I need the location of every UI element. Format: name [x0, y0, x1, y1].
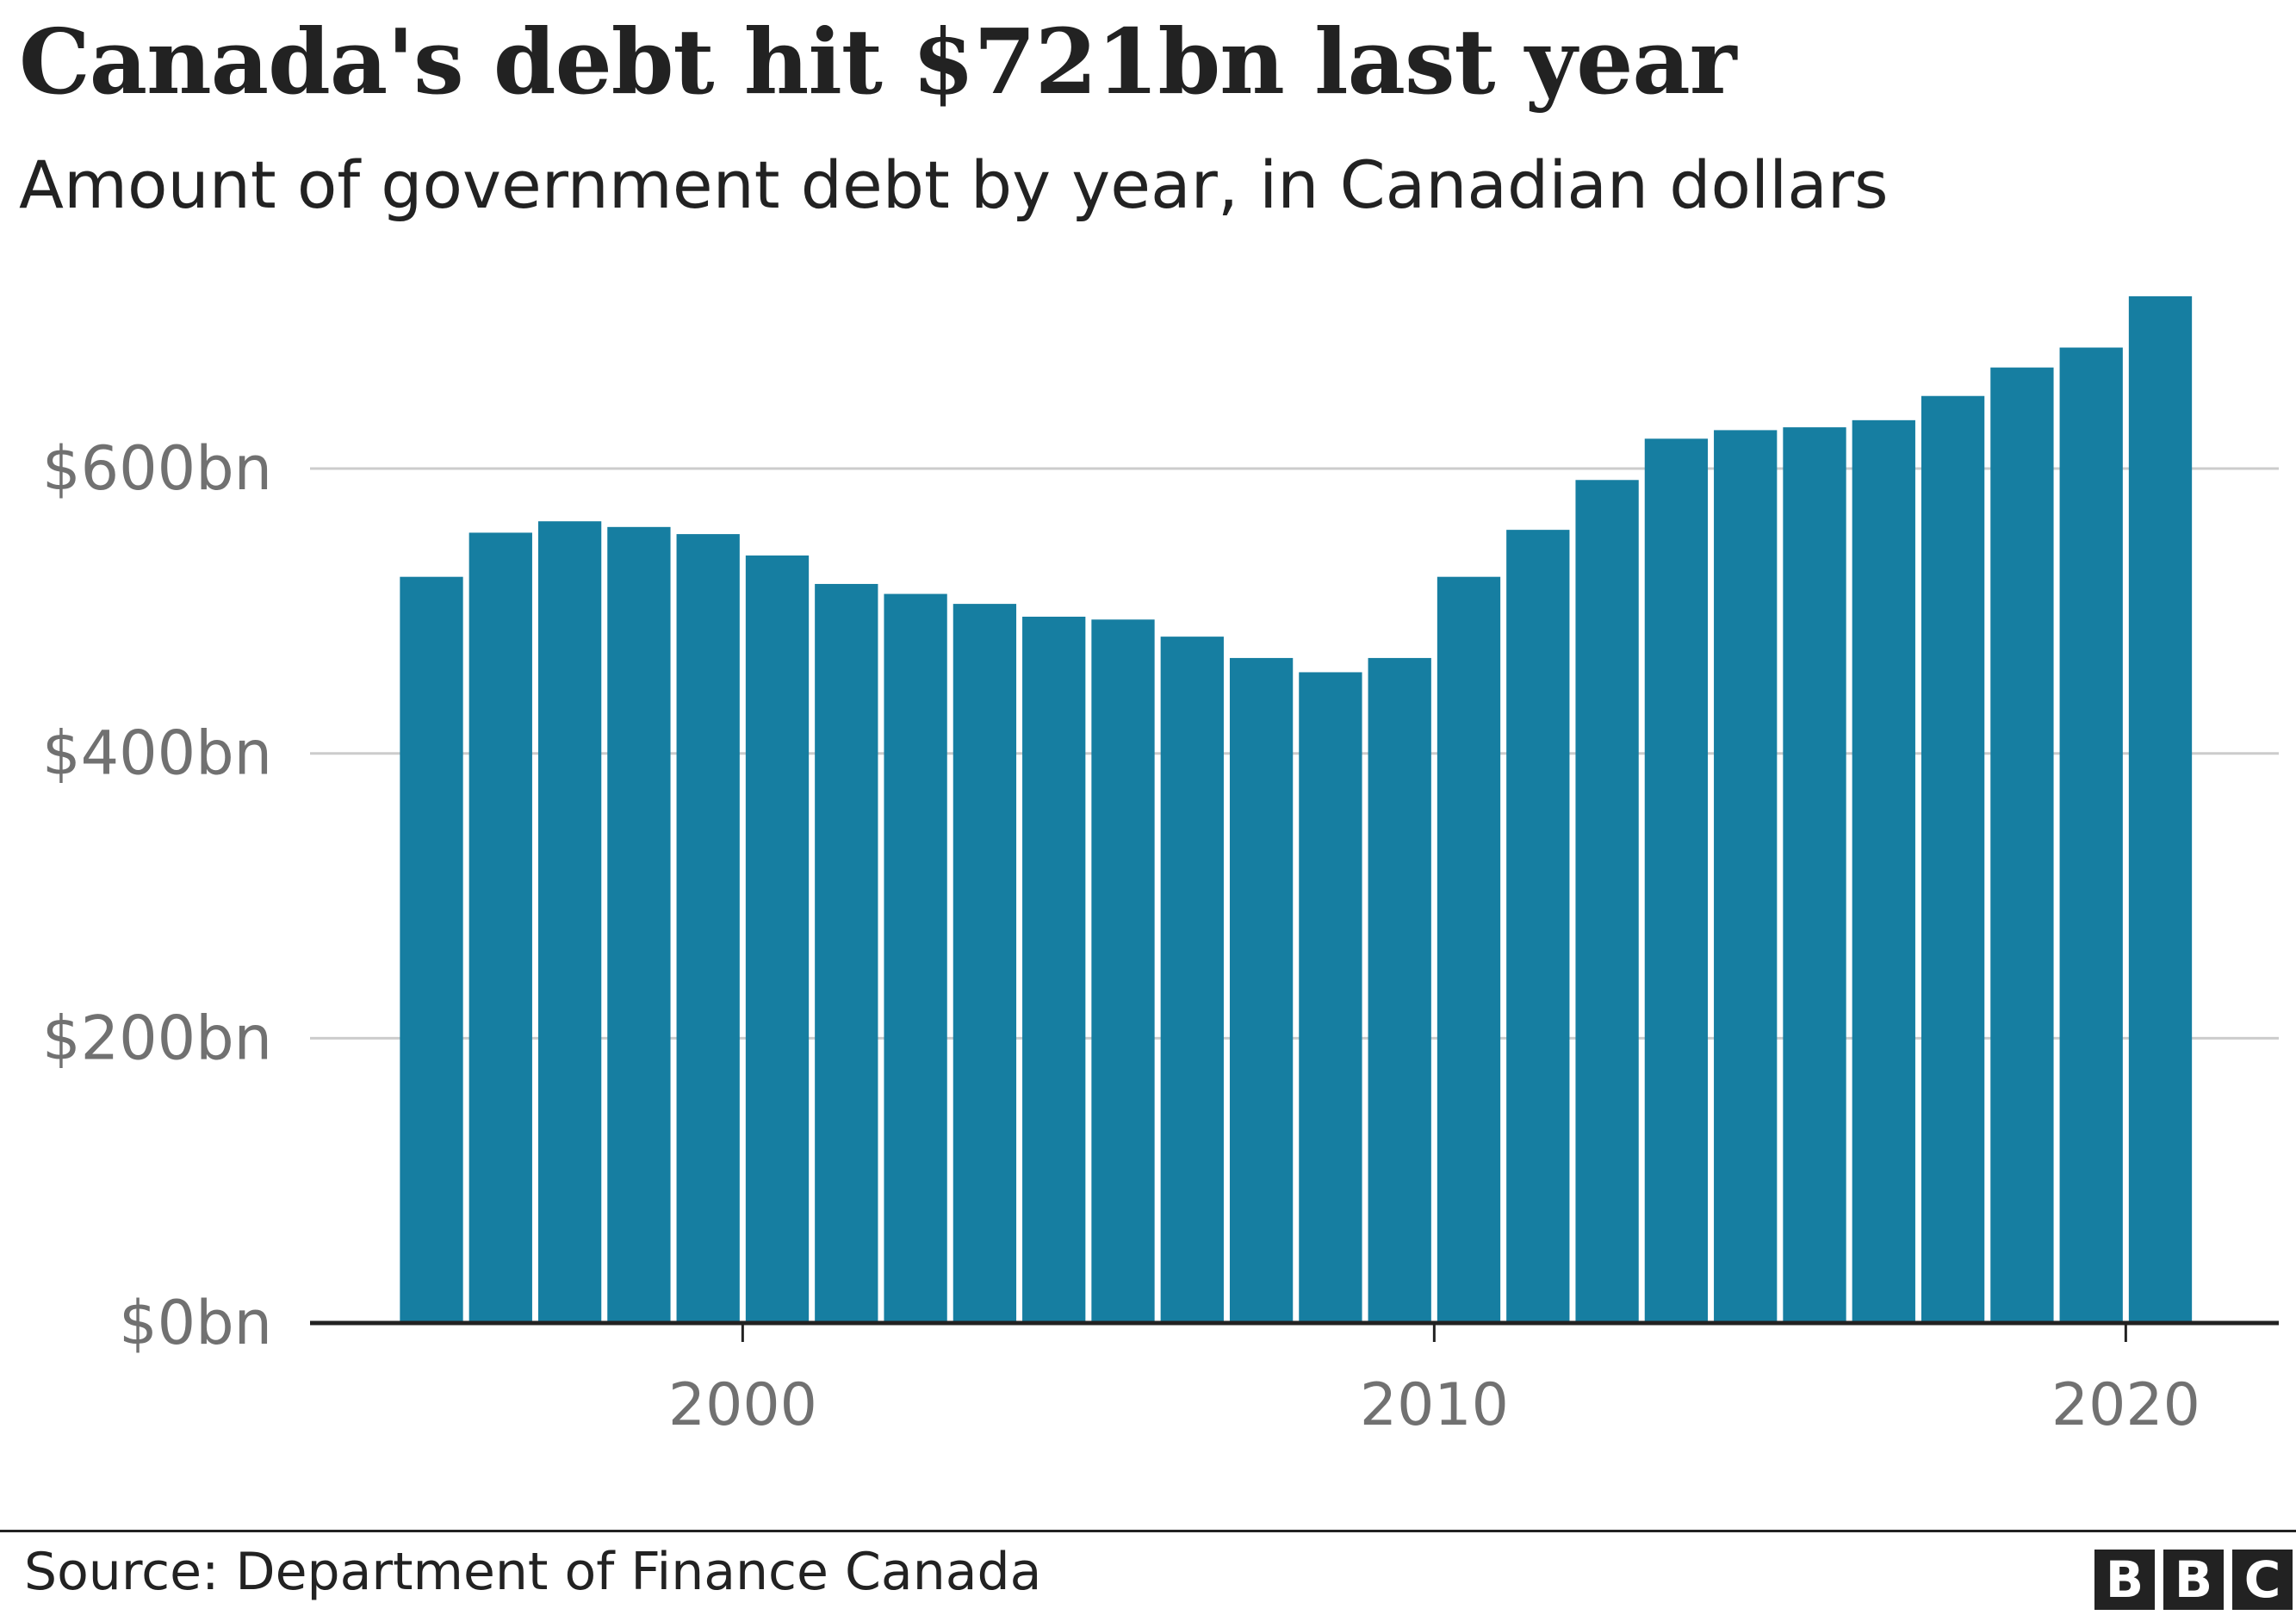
axes: $0bn $200bn $400bn $600bn 2000 2010 2020: [42, 433, 2279, 1439]
bar: [1299, 672, 1362, 1323]
bar: [1022, 616, 1086, 1323]
bar: [884, 593, 947, 1323]
bar: [1160, 637, 1224, 1323]
footer-divider: [0, 1530, 2296, 1532]
bar: [1368, 657, 1431, 1323]
y-tick-label: $0bn: [119, 1288, 272, 1358]
bbc-logo-block-1: B: [2094, 1550, 2155, 1610]
y-tick-label: $600bn: [42, 433, 272, 504]
bar: [1921, 395, 1985, 1323]
bar: [1852, 419, 1915, 1324]
bar: [1714, 430, 1778, 1323]
y-tick-label: $200bn: [42, 1003, 272, 1073]
bar: [2128, 296, 2193, 1323]
bar: [469, 532, 532, 1323]
bar: [1990, 367, 2054, 1323]
bar: [953, 604, 1017, 1323]
bar-series: [400, 296, 2193, 1324]
bbc-logo: B B C: [2094, 1550, 2293, 1610]
bar: [1091, 619, 1155, 1323]
bar: [676, 534, 740, 1323]
chart-title: Canada's debt hit $721bn last year: [19, 9, 1737, 115]
bar: [1506, 530, 1570, 1323]
bar: [1783, 427, 1846, 1323]
bar: [2059, 347, 2123, 1323]
bar: [1229, 657, 1294, 1323]
bar: [1437, 576, 1501, 1323]
x-tick-label: 2020: [2051, 1371, 2200, 1439]
bar: [745, 555, 810, 1323]
bbc-logo-block-2: B: [2163, 1550, 2224, 1610]
source-note: Source: Department of Finance Canada: [24, 1542, 1042, 1602]
bar: [1575, 480, 1639, 1323]
bar: [607, 526, 671, 1323]
bar: [400, 576, 463, 1323]
chart-subtitle: Amount of government debt by year, in Ca…: [19, 146, 1889, 223]
bbc-logo-block-3: C: [2232, 1550, 2293, 1610]
bar: [815, 583, 878, 1323]
bar: [537, 521, 602, 1323]
bar: [1644, 438, 1709, 1323]
x-tick-label: 2010: [1360, 1371, 1509, 1439]
y-tick-label: $400bn: [42, 718, 272, 789]
bar-chart: $0bn $200bn $400bn $600bn 2000 2010 2020: [42, 296, 2279, 1439]
x-tick-label: 2000: [668, 1371, 817, 1439]
